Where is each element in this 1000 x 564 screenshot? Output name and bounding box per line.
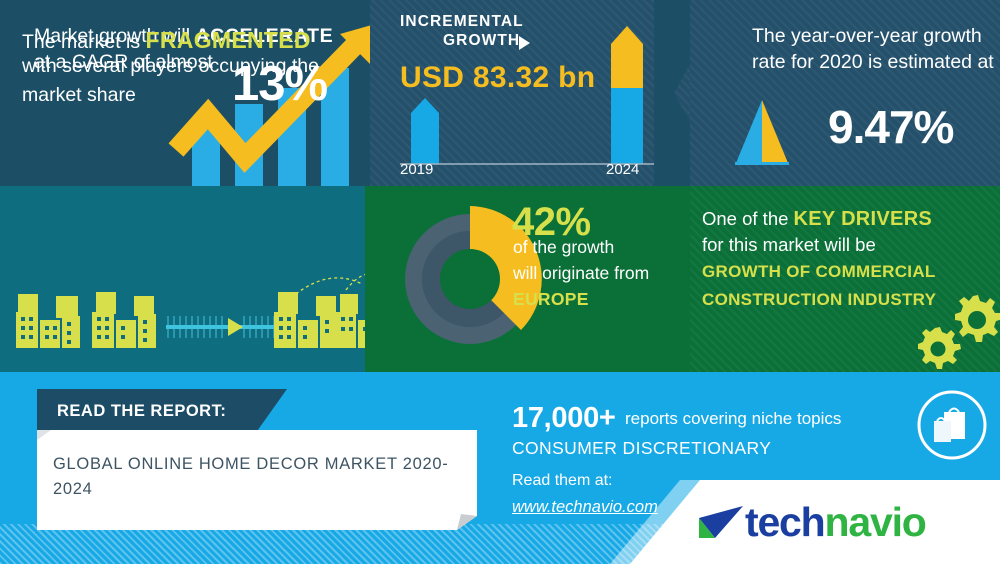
cagr-line1: Market growth will ACCELERATE bbox=[34, 24, 364, 50]
building-windows-left bbox=[21, 317, 147, 344]
report-category: CONSUMER DISCRETIONARY bbox=[512, 438, 772, 458]
axis-label-2024: 2024 bbox=[606, 161, 640, 178]
read-the-report-label: READ THE REPORT: bbox=[57, 402, 227, 420]
play-triangle-icon bbox=[519, 36, 530, 50]
incremental-chart-graphic bbox=[400, 26, 670, 165]
cagr-value: 13% bbox=[232, 57, 328, 111]
bottom-stripe-texture bbox=[0, 524, 740, 564]
bar-2024-bottom bbox=[611, 88, 643, 164]
report-card-shape[interactable] bbox=[37, 430, 483, 534]
cagr-line1-bold: ACCELERATE bbox=[195, 25, 334, 47]
panel-fragmented bbox=[0, 186, 370, 372]
fragmented-line1-bold: FRAGMENTED bbox=[145, 27, 311, 53]
trend-arrow-line bbox=[168, 33, 368, 173]
cagr-line2: at a CAGR of almost bbox=[34, 51, 213, 73]
drivers-line1-prefix: One of the bbox=[702, 208, 794, 229]
drivers-line1: One of the KEY DRIVERS bbox=[702, 206, 932, 232]
technavio-wordmark: technavio bbox=[745, 499, 927, 546]
donut-center-hole bbox=[440, 249, 500, 309]
incremental-title-line2: GROWTH bbox=[443, 32, 521, 49]
donut-slice-europe bbox=[470, 206, 542, 330]
connector-arcs bbox=[295, 277, 363, 295]
triangle-growth-icon bbox=[735, 100, 789, 165]
panel-key-drivers bbox=[690, 186, 1000, 372]
bar-2019 bbox=[411, 98, 439, 164]
ruler-axis bbox=[166, 316, 285, 338]
yoy-value: 9.47% bbox=[828, 101, 954, 153]
read-them-at-label: Read them at: bbox=[512, 472, 613, 489]
driver-detail-line1: GROWTH OF COMMERCIAL bbox=[702, 262, 936, 281]
yoy-line2: rate for 2020 is estimated at bbox=[752, 51, 994, 73]
panel-cagr: Market growth will ACCELERATE at a CAGR … bbox=[0, 0, 380, 186]
axis-label-2019: 2019 bbox=[400, 161, 434, 178]
cagr-chart-graphic bbox=[168, 22, 380, 186]
incremental-value: USD 83.32 bn bbox=[400, 61, 596, 94]
building-cluster-left bbox=[16, 292, 156, 348]
fragmented-line1: The market is FRAGMENTED bbox=[22, 25, 311, 56]
europe-line2: will originate from bbox=[513, 263, 650, 283]
fragmented-line2: with several players occupying the bbox=[22, 55, 319, 77]
cagr-line1-prefix: Market growth will bbox=[34, 25, 196, 47]
reports-count: 17,000+ bbox=[512, 402, 616, 434]
fragmented-market-graphic bbox=[16, 277, 363, 348]
bar-2024-top bbox=[611, 26, 643, 89]
logo-text-tech: tech bbox=[745, 499, 826, 545]
europe-value: 42% bbox=[512, 200, 591, 244]
reports-count-caption: reports covering niche topics bbox=[625, 409, 842, 428]
chevron-shape-incremental bbox=[654, 0, 700, 186]
driver-detail-line2: CONSTRUCTION INDUSTRY bbox=[702, 290, 937, 309]
panel-chevron-incremental bbox=[654, 0, 700, 186]
logo-text-navio: navio bbox=[824, 499, 927, 545]
europe-line1: of the growth bbox=[513, 237, 615, 257]
drivers-line2: for this market will be bbox=[702, 234, 876, 255]
drivers-line1-bold: KEY DRIVERS bbox=[793, 208, 933, 230]
website-link[interactable]: www.technavio.com bbox=[512, 498, 658, 516]
panel-europe-share bbox=[365, 186, 700, 372]
fragmented-line1-prefix: The market is bbox=[22, 31, 146, 53]
fragmented-line3: market share bbox=[22, 84, 136, 106]
panel-yoy-growth bbox=[690, 0, 1000, 186]
technavio-logo[interactable]: technavio bbox=[690, 488, 1000, 564]
gears-icon bbox=[918, 295, 1000, 369]
logo-swoosh-background bbox=[610, 480, 1000, 564]
technavio-mark-icon bbox=[699, 506, 743, 538]
panel-incremental-growth bbox=[370, 0, 700, 186]
europe-donut-chart bbox=[405, 206, 542, 344]
read-tab-shape bbox=[37, 389, 287, 434]
report-title[interactable]: GLOBAL ONLINE HOME DECOR MARKET 2020-202… bbox=[53, 455, 449, 498]
shopping-bags-icon bbox=[917, 390, 987, 460]
europe-region-label: EUROPE bbox=[513, 289, 589, 309]
yoy-line1: The year-over-year growth bbox=[752, 25, 982, 47]
building-windows-right bbox=[279, 317, 329, 339]
incremental-title-line1: INCREMENTAL bbox=[400, 13, 524, 30]
